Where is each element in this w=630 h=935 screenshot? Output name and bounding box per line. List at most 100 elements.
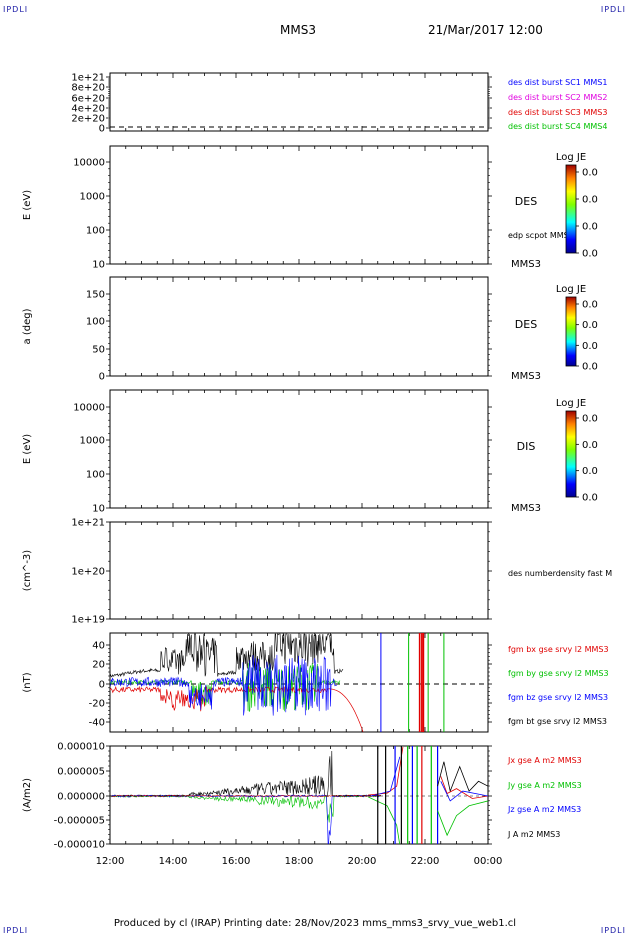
x-tick-label: 12:00 (96, 856, 125, 867)
colorbar-title: Log JE (556, 152, 586, 163)
colorbar-tick-label: 0.0 (582, 341, 598, 352)
y-tick-label: 100 (86, 470, 105, 481)
y-axis-label: E (eV) (22, 434, 33, 464)
corner-label-bottom-right: IPDLI (600, 926, 626, 935)
colorbar-tick-label: 0.0 (582, 195, 598, 206)
y-tick-label: 150 (86, 290, 105, 301)
series-j-late (437, 761, 488, 793)
y-axis-label: (nT) (22, 672, 33, 692)
y-tick-label: 1000 (80, 192, 105, 203)
legend-entry: fgm bx gse srvy l2 MMS3 (508, 645, 609, 654)
y-tick-label: -20 (89, 699, 105, 710)
legend-entry: fgm bz gse srvy l2 MMS3 (508, 693, 608, 702)
y-tick-label: 100 (86, 317, 105, 328)
y-axis-label: (A/m2) (22, 778, 33, 812)
y-tick-label: 0.000010 (57, 742, 105, 753)
series-bt (110, 633, 344, 679)
legend-entry: des numberdensity fast M (508, 569, 612, 578)
series-jx-end (440, 776, 488, 799)
y-axis-label: a (deg) (22, 308, 33, 344)
colorbar-tick-label: 0.0 (582, 493, 598, 504)
y-tick-label: 0 (99, 372, 105, 383)
y-tick-label: 0 (99, 124, 105, 135)
series-bz (110, 654, 337, 716)
y-tick-label: 10 (92, 504, 105, 515)
y-tick-label: 20 (92, 660, 105, 671)
colorbar-tick-label: 0.0 (582, 168, 598, 179)
legend-entry: fgm by gse srvy l2 MMS3 (508, 669, 609, 678)
legend-entry: des dist burst SC1 MMS1 (508, 78, 607, 87)
y-tick-label: -40 (89, 718, 105, 729)
x-tick-label: 16:00 (222, 856, 251, 867)
y-tick-label: 0.000005 (57, 767, 105, 778)
legend-entry: des dist burst SC4 MMS4 (508, 122, 607, 131)
legend-entry: fgm bt gse srvy l2 MMS3 (508, 717, 607, 726)
colorbar (565, 296, 577, 367)
panel-spacecraft-label: MMS3 (511, 371, 541, 382)
y-tick-label: 40 (92, 641, 105, 652)
series-jz (110, 794, 381, 844)
legend-entry: des dist burst SC2 MMS2 (508, 93, 607, 102)
current-traces (110, 746, 488, 844)
panel-instrument-label: DIS (517, 440, 536, 453)
y-axis-label: (cm^-3) (22, 550, 33, 591)
y-tick-label: 1e+19 (71, 615, 105, 626)
panel-spacecraft-label: MMS3 (511, 503, 541, 514)
series-jy-end (437, 800, 488, 837)
y-tick-label: 8e+20 (71, 83, 105, 94)
y-tick-label: 2e+20 (71, 114, 105, 125)
x-tick-label: 18:00 (285, 856, 314, 867)
y-tick-label: 10 (92, 260, 105, 271)
legend-entry: des dist burst SC3 MMS3 (508, 108, 607, 117)
y-tick-label: 1e+21 (71, 518, 105, 529)
legend-entry: Jz gse A m2 MMS3 (507, 805, 581, 814)
y-tick-label: 10000 (73, 403, 105, 414)
series-jy (110, 795, 381, 823)
series-jz-end (440, 781, 488, 802)
panel-frame-des_energy (109, 145, 489, 265)
colorbar (565, 164, 577, 254)
plot-title: MMS3 (280, 23, 316, 37)
y-tick-label: 100 (86, 226, 105, 237)
bfield-traces (110, 633, 445, 732)
y-tick-label: 10000 (73, 158, 105, 169)
panel-frame-density (109, 521, 489, 620)
colorbar-title: Log JE (556, 284, 586, 295)
y-tick-label: 6e+20 (71, 94, 105, 105)
panel-instrument-label: DES (515, 195, 537, 208)
colorbar-tick-label: 0.0 (582, 440, 598, 451)
colorbar-tick-label: 0.0 (582, 362, 598, 373)
x-tick-label: 20:00 (348, 856, 377, 867)
legend-entry: Jy gse A m2 MMS3 (507, 781, 582, 790)
panel-spacecraft-label: MMS3 (511, 259, 541, 270)
panel-instrument-label: DES (515, 318, 537, 331)
series-j (110, 750, 381, 797)
y-tick-label: 0.000000 (57, 792, 105, 803)
colorbar-tick-label: 0.0 (582, 414, 598, 425)
y-tick-label: 50 (92, 345, 105, 356)
series-jx (110, 795, 381, 797)
x-tick-label: 14:00 (159, 856, 188, 867)
corner-label-top-left: IPDLI (3, 5, 29, 14)
corner-label-bottom-left: IPDLI (3, 926, 29, 935)
colorbar-tick-label: 0.0 (582, 320, 598, 331)
colorbar-tick-label: 0.0 (582, 466, 598, 477)
x-tick-label: 00:00 (474, 856, 503, 867)
panel-frame-dist (109, 72, 489, 132)
corner-label-top-right: IPDLI (600, 5, 626, 14)
colorbar-tick-label: 0.0 (582, 300, 598, 311)
plot-date: 21/Mar/2017 12:00 (428, 23, 543, 37)
panel-frame-des_pitch (109, 276, 489, 377)
y-tick-label: 1e+21 (71, 73, 105, 84)
y-tick-label: 1e+20 (71, 567, 105, 578)
footer-credit: Produced by cl (IRAP) Printing date: 28/… (113, 918, 517, 929)
colorbar-tick-label: 0.0 (582, 222, 598, 233)
colorbar-tick-label: 0.0 (582, 249, 598, 260)
y-tick-label: 0 (99, 680, 105, 691)
y-tick-label: -0.000010 (54, 840, 105, 851)
legend-entry: J A m2 MMS3 (507, 830, 560, 839)
y-axis-label: E (eV) (22, 190, 33, 220)
colorbar-title: Log JE (556, 398, 586, 409)
panel-frame-dis_energy (109, 389, 489, 509)
